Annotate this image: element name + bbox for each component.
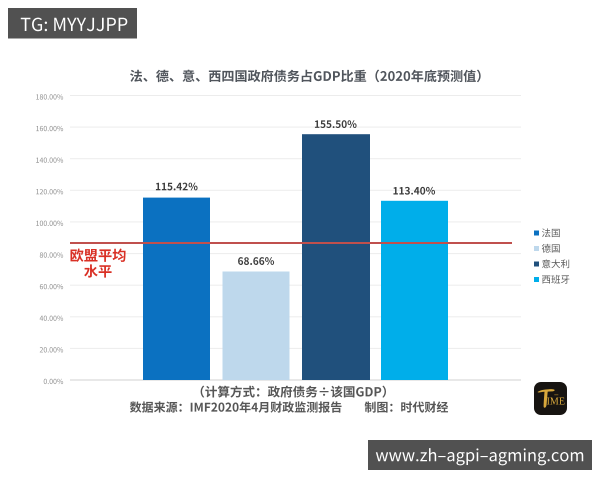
svg-text:IME: IME — [547, 397, 565, 408]
